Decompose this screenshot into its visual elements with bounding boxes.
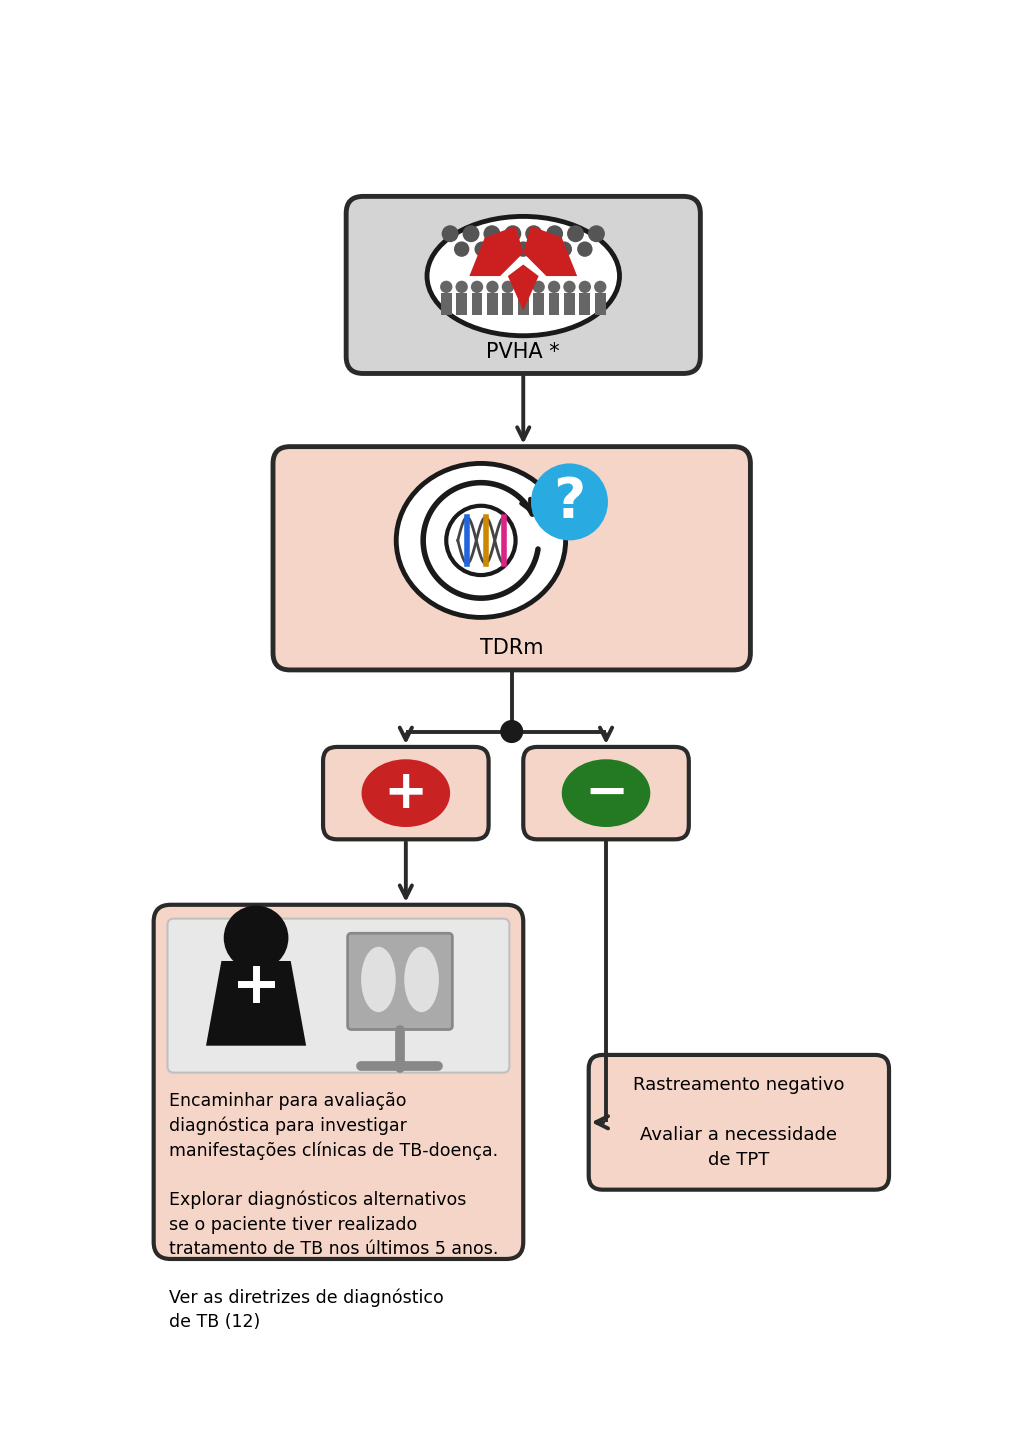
Text: PVHA *: PVHA * [486,342,560,362]
Circle shape [456,280,468,293]
Bar [518,293,528,315]
FancyBboxPatch shape [347,933,453,1030]
Circle shape [532,280,545,293]
Bar [487,293,498,315]
Ellipse shape [396,464,565,618]
Circle shape [594,280,606,293]
Bar [534,293,544,315]
FancyBboxPatch shape [589,1056,889,1190]
Circle shape [463,225,479,243]
Ellipse shape [361,947,395,1012]
Circle shape [441,225,459,243]
Circle shape [486,280,499,293]
Text: Rastreamento negativo

Avaliar a necessidade
de TPT: Rastreamento negativo Avaliar a necessid… [633,1076,845,1168]
Circle shape [495,241,510,257]
Circle shape [502,280,514,293]
Ellipse shape [404,947,439,1012]
Circle shape [537,241,552,257]
Polygon shape [469,227,523,276]
Circle shape [567,225,584,243]
Circle shape [454,241,469,257]
Text: −: − [584,767,628,819]
Circle shape [471,280,483,293]
FancyBboxPatch shape [323,747,488,839]
Bar [580,293,590,315]
Circle shape [588,225,605,243]
Circle shape [483,225,501,243]
Text: ?: ? [553,475,586,529]
FancyBboxPatch shape [154,905,523,1259]
Ellipse shape [427,217,620,336]
FancyBboxPatch shape [168,918,509,1073]
Bar [549,293,559,315]
Bar [595,293,605,315]
Bar [457,293,467,315]
Polygon shape [523,227,578,276]
Circle shape [563,280,575,293]
Polygon shape [206,962,306,1045]
Bar [472,293,482,315]
Circle shape [517,280,529,293]
Circle shape [500,721,523,744]
Bar [441,293,452,315]
Text: +: + [384,767,428,819]
Text: TDRm: TDRm [480,638,544,658]
Circle shape [515,241,531,257]
Circle shape [531,464,608,540]
Circle shape [578,241,593,257]
Circle shape [546,225,563,243]
Circle shape [557,241,572,257]
Circle shape [505,225,521,243]
Circle shape [579,280,591,293]
Bar [564,293,574,315]
Ellipse shape [361,760,451,827]
Bar [503,293,513,315]
FancyBboxPatch shape [523,747,689,839]
FancyBboxPatch shape [346,196,700,374]
Circle shape [223,905,289,970]
FancyBboxPatch shape [273,446,751,670]
Text: Encaminhar para avaliação
diagnóstica para investigar
manifestações clínicas de : Encaminhar para avaliação diagnóstica pa… [169,1092,499,1331]
Circle shape [525,225,542,243]
Ellipse shape [562,760,650,827]
Circle shape [474,241,489,257]
Circle shape [548,280,560,293]
Polygon shape [508,264,539,310]
Circle shape [440,280,453,293]
